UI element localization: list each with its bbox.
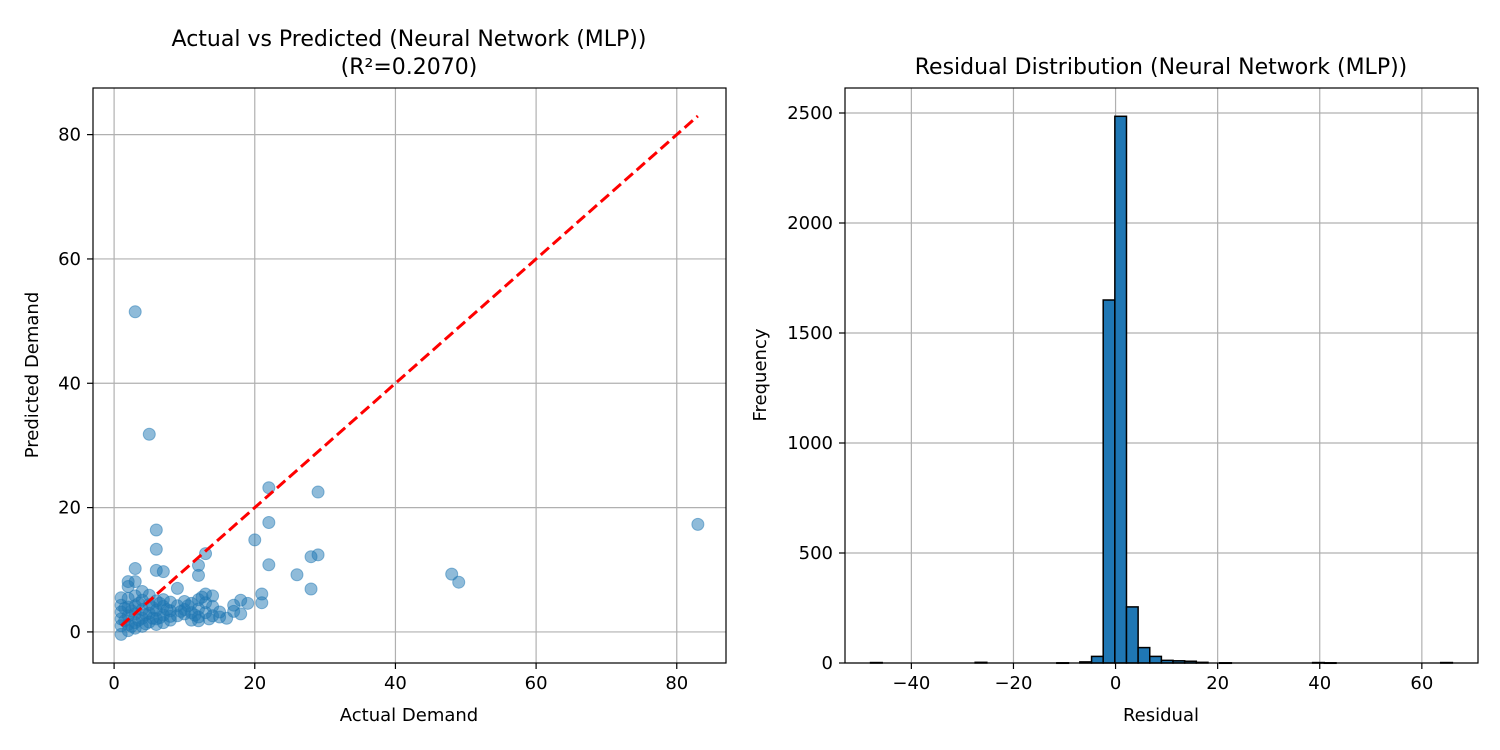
scatter-point (241, 596, 255, 610)
scatter-point (149, 523, 163, 537)
scatter-point (304, 550, 318, 564)
scatter-point (311, 485, 325, 499)
scatter-panel: Actual vs Predicted (Neural Network (MLP… (22, 27, 727, 726)
scatter-point (248, 533, 262, 547)
scatter-y-axis-label: Predicted Demand (22, 292, 43, 459)
scatter-title: Actual vs Predicted (Neural Network (MLP… (172, 27, 647, 52)
scatter-ticks: 0 20 40 60 80 0 20 40 60 80 (58, 125, 688, 694)
histogram-gridlines (845, 88, 1478, 664)
scatter-x-tick-label: 20 (243, 673, 266, 694)
scatter-point (153, 596, 167, 610)
scatter-y-tick-label: 40 (58, 373, 81, 394)
scatter-point (262, 516, 276, 530)
scatter-point (132, 596, 146, 610)
scatter-point (304, 582, 318, 596)
histogram-plot-area (869, 115, 1454, 665)
histogram-axes-frame (844, 87, 1479, 664)
scatter-point (262, 558, 276, 572)
scatter-point (195, 590, 209, 604)
scatter-x-tick-label: 80 (665, 673, 688, 694)
histogram-bar (1125, 606, 1139, 664)
histogram-x-tick-label: 40 (1308, 673, 1331, 694)
scatter-y-tick-label: 80 (58, 125, 81, 146)
scatter-x-tick-label: 60 (525, 673, 548, 694)
histogram-y-axis-label: Frequency (750, 328, 771, 421)
histogram-y-tick-label: 2000 (787, 213, 833, 234)
scatter-point (290, 568, 304, 582)
histogram-y-tick-label: 2500 (787, 103, 833, 124)
scatter-point (170, 581, 184, 595)
scatter-point (181, 599, 195, 613)
scatter-point (452, 575, 466, 589)
scatter-x-tick-label: 40 (384, 673, 407, 694)
histogram-x-tick-label: 20 (1206, 673, 1229, 694)
histogram-y-tick-label: 1500 (787, 323, 833, 344)
scatter-plot-area (114, 114, 705, 641)
histogram-x-tick-label: 0 (1110, 673, 1121, 694)
scatter-point (128, 305, 142, 319)
scatter-point (202, 612, 216, 626)
histogram-panel: Residual Distribution (Neural Network (M… (750, 55, 1479, 726)
histogram-y-tick-label: 0 (822, 653, 833, 674)
histogram-bar (1102, 299, 1116, 664)
scatter-point (156, 565, 170, 579)
reference-line (120, 114, 699, 627)
scatter-y-tick-label: 0 (70, 622, 81, 643)
histogram-y-tick-label: 500 (799, 543, 833, 564)
scatter-subtitle: (R²=0.2070) (341, 55, 478, 80)
scatter-point (146, 611, 160, 625)
scatter-point (213, 610, 227, 624)
scatter-x-tick-label: 0 (108, 673, 119, 694)
scatter-point (188, 608, 202, 622)
scatter-point (691, 517, 705, 531)
scatter-axes-frame (92, 87, 727, 664)
scatter-point (192, 568, 205, 582)
histogram-x-tick-label: −40 (892, 673, 930, 694)
histogram-title: Residual Distribution (Neural Network (M… (915, 55, 1408, 80)
histogram-x-tick-label: 60 (1410, 673, 1433, 694)
scatter-y-tick-label: 20 (58, 498, 81, 519)
scatter-point (149, 542, 163, 556)
histogram-bar (1137, 646, 1151, 664)
histogram-ticks: −40 −20 0 20 40 60 0 500 1000 1500 2000 2500 (787, 103, 1433, 694)
histogram-bar (1114, 115, 1128, 664)
scatter-point (142, 427, 156, 441)
scatter-point (255, 596, 269, 610)
scatter-point (128, 562, 142, 576)
histogram-y-tick-label: 1000 (787, 433, 833, 454)
scatter-y-tick-label: 60 (58, 249, 81, 270)
scatter-point (199, 547, 213, 561)
scatter-point (206, 599, 220, 613)
scatter-x-axis-label: Actual Demand (340, 705, 478, 726)
histogram-x-tick-label: −20 (994, 673, 1032, 694)
scatter-gridlines (93, 88, 726, 663)
histogram-bar (1149, 655, 1163, 664)
histogram-bar (1090, 655, 1104, 664)
histogram-x-axis-label: Residual (1123, 705, 1199, 726)
